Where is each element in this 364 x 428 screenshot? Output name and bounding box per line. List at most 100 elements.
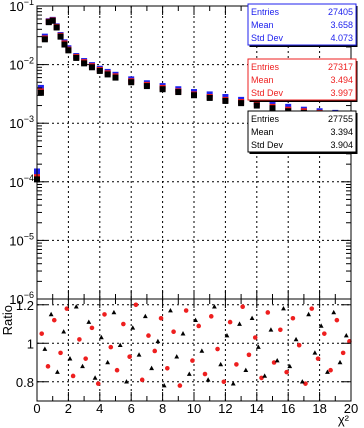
- ratio-data-point: [340, 350, 346, 356]
- stat-label: Mean: [251, 127, 274, 137]
- main-data-point: [238, 100, 245, 107]
- tick-label-exponent: −4: [24, 173, 34, 183]
- ratio-data-point: [334, 317, 340, 323]
- x-tick-label: 4: [96, 401, 103, 416]
- ratio-panel: 0.8 1 1.2 0 2 4 6 8 10 12 14 16 18 20 Ratio χ²: [0, 298, 358, 427]
- stat-value: 27317: [328, 62, 353, 72]
- ratio-data-point: [177, 383, 183, 388]
- ratio-data-point: [208, 314, 214, 319]
- ratio-data-point: [227, 319, 233, 325]
- stat-label: Entries: [251, 114, 280, 124]
- ratio-data-point: [117, 342, 123, 347]
- ratio-data-point: [73, 304, 79, 309]
- ratio-data-point: [331, 309, 337, 315]
- main-data-point: [81, 60, 88, 67]
- stat-box: Entries 27405 Mean 3.658 Std Dev 4.073: [247, 3, 358, 47]
- ratio-data-point: [318, 323, 324, 328]
- ratio-data-point: [92, 375, 98, 380]
- main-data-point: [104, 71, 111, 78]
- ratio-data-point: [303, 381, 308, 386]
- main-data-point: [61, 41, 68, 48]
- ratio-data-point: [190, 358, 195, 363]
- tick-label-exponent: −2: [24, 56, 34, 66]
- x-tick-label: 20: [344, 401, 358, 416]
- stat-box-frame: [247, 3, 357, 46]
- stat-box-frame: [247, 110, 357, 153]
- ratio-x-tick-labels: 0 2 4 6 8 10 12 14 16 18 20: [33, 401, 358, 416]
- stat-label: Entries: [251, 62, 280, 72]
- stat-value: 3.658: [330, 20, 353, 30]
- ratio-data-point: [48, 311, 54, 317]
- main-data-point: [253, 102, 260, 109]
- ratio-data-point: [165, 365, 170, 371]
- ratio-data-point: [139, 377, 145, 383]
- ratio-data-point: [70, 373, 76, 379]
- x-tick-label: 0: [33, 401, 40, 416]
- ratio-data-point: [67, 356, 73, 361]
- ratio-data-point: [146, 333, 151, 338]
- x-tick-label: 18: [312, 401, 326, 416]
- main-data-point: [73, 54, 80, 61]
- main-data-point: [175, 89, 182, 96]
- stat-value: 3.494: [330, 75, 353, 85]
- tick-label-exponent: −6: [24, 290, 34, 300]
- ratio-data-point: [337, 359, 343, 365]
- ratio-data-point: [271, 360, 277, 365]
- main-data-point: [191, 92, 197, 99]
- ratio-data-point: [61, 329, 67, 334]
- main-data-point: [88, 64, 95, 71]
- ratio-data-point: [133, 302, 139, 308]
- ratio-data-point: [39, 331, 45, 336]
- ratio-data-point: [215, 346, 220, 352]
- main-data-point: [65, 47, 72, 54]
- ratio-y-tick-label: 1: [27, 336, 34, 351]
- stat-label: Mean: [251, 20, 274, 30]
- tick-label-exponent: −3: [24, 114, 34, 124]
- ratio-grid: [37, 299, 351, 401]
- ratio-data-point: [158, 315, 164, 321]
- ratio-data-point: [252, 335, 258, 340]
- ratio-data-point: [183, 308, 189, 313]
- main-y-tick-label: 10−6: [9, 290, 34, 307]
- ratio-data-point: [278, 327, 283, 333]
- ratio-data-point: [89, 325, 95, 331]
- ratio-data-point: [218, 361, 224, 367]
- x-tick-label: 12: [218, 401, 232, 416]
- main-series-group: [34, 16, 351, 183]
- main-data-point: [41, 36, 48, 43]
- stat-value: 3.394: [330, 127, 353, 137]
- tick-label-base: 10: [9, 58, 23, 73]
- ratio-data-point: [193, 317, 198, 322]
- x-tick-label: 8: [159, 401, 166, 416]
- ratio-data-point: [240, 304, 245, 309]
- stat-value: 3.997: [330, 88, 353, 98]
- ratio-data-point: [205, 377, 211, 382]
- ratio-data-point: [186, 371, 192, 376]
- ratio-data-point: [55, 369, 60, 374]
- main-data-point: [53, 24, 60, 31]
- stat-label: Std Dev: [251, 33, 284, 43]
- ratio-data-point: [284, 369, 289, 375]
- ratio-data-point: [45, 364, 51, 369]
- ratio-data-point: [315, 356, 321, 361]
- ratio-data-point: [142, 313, 148, 319]
- ratio-data-point: [171, 329, 176, 335]
- ratio-data-point: [105, 359, 111, 365]
- ratio-ticks: [36, 299, 352, 401]
- main-y-tick-label: 10−3: [9, 114, 34, 131]
- tick-label-exponent: −5: [24, 231, 34, 241]
- ratio-data-point: [234, 362, 239, 367]
- ratio-data-point: [299, 379, 305, 384]
- ratio-data-point: [77, 337, 82, 342]
- ratio-data-point: [293, 336, 299, 342]
- ratio-data-point: [111, 309, 117, 315]
- stat-value: 27755: [328, 114, 353, 124]
- ratio-data-point: [262, 373, 268, 378]
- ratio-data-point: [108, 344, 114, 350]
- ratio-data-point: [328, 367, 333, 373]
- tick-label-exponent: −1: [24, 0, 34, 7]
- main-y-tick-labels: 10−110−210−310−410−510−6: [9, 0, 34, 307]
- x-tick-label: 2: [65, 401, 72, 416]
- ratio-data-point: [255, 344, 261, 349]
